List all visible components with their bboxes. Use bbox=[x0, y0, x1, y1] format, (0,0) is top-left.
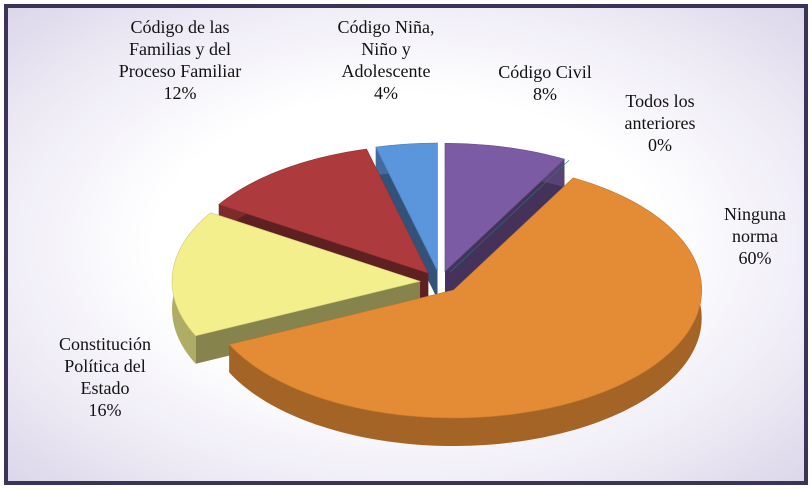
slice-label: Ninguna norma bbox=[724, 204, 786, 246]
slice-value-label: 60% bbox=[738, 248, 772, 268]
slice-label: Constitución Política del Estado bbox=[58, 334, 151, 398]
slice-value-label: 12% bbox=[163, 83, 197, 103]
slice-wall bbox=[444, 159, 565, 300]
slice bbox=[228, 177, 702, 447]
slice-label: Código Civil bbox=[498, 62, 592, 82]
slice-value-label: 16% bbox=[88, 400, 122, 420]
slice-value-label: 8% bbox=[533, 84, 557, 104]
slice-label: Código de las Familias y del Proceso Fam… bbox=[118, 17, 242, 81]
slice-value-label: 4% bbox=[374, 83, 398, 103]
slice bbox=[171, 212, 422, 364]
slice-top bbox=[171, 212, 422, 337]
slice-top bbox=[228, 177, 702, 419]
slice bbox=[444, 143, 566, 300]
slice-top bbox=[444, 143, 566, 273]
slice-top bbox=[375, 142, 438, 272]
slice-top bbox=[218, 148, 429, 274]
slice-label: Código Niña, Niño y Adolescente bbox=[337, 17, 435, 81]
slice-label: Todos los anteriores bbox=[624, 91, 696, 133]
slice-value-label: 0% bbox=[648, 135, 672, 155]
